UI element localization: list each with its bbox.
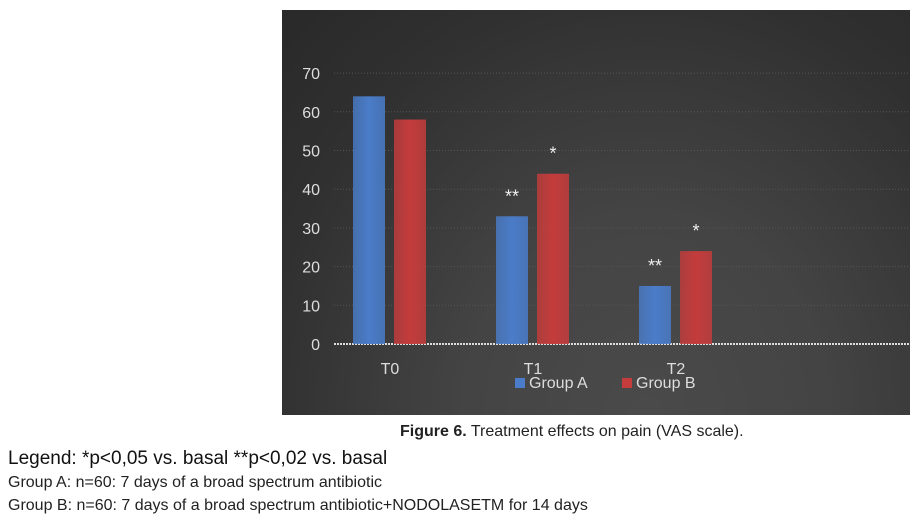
legend-label: Group B bbox=[636, 375, 696, 392]
group-b-description: Group B: n=60: 7 days of a broad spectru… bbox=[8, 497, 588, 514]
x-tick-label: T1 bbox=[524, 361, 543, 378]
bar-group-b-T2 bbox=[680, 251, 712, 344]
x-tick-label: T0 bbox=[381, 361, 400, 378]
caption-label: Figure 6. bbox=[400, 423, 467, 440]
bar-group-a-T1 bbox=[496, 216, 528, 344]
legend-swatch bbox=[515, 378, 525, 388]
y-tick-label: 50 bbox=[302, 144, 320, 161]
significance-marker: ** bbox=[505, 186, 519, 206]
x-tick-label: T2 bbox=[667, 361, 686, 378]
bar-group-a-T2 bbox=[639, 285, 671, 344]
bar-group-a-T0 bbox=[353, 96, 385, 344]
y-tick-label: 40 bbox=[302, 182, 320, 199]
y-tick-label: 20 bbox=[302, 260, 320, 277]
y-tick-label: 70 bbox=[302, 66, 320, 83]
y-tick-label: 10 bbox=[302, 298, 320, 315]
legend-swatch bbox=[622, 378, 632, 388]
bar-group-b-T0 bbox=[394, 119, 426, 344]
significance-marker: * bbox=[549, 144, 556, 164]
y-tick-label: 30 bbox=[302, 221, 320, 238]
caption-text: Treatment effects on pain (VAS scale). bbox=[466, 423, 744, 440]
bar-group-b-T1 bbox=[537, 173, 569, 344]
y-tick-label: 0 bbox=[311, 337, 320, 354]
y-tick-label: 60 bbox=[302, 105, 320, 122]
chart: 0 10 20 30 40 50 60 70 T0 ** * T1 ** * T2 Group A Group … bbox=[282, 10, 910, 415]
legend-label: Group A bbox=[529, 375, 588, 392]
group-a-description: Group A: n=60: 7 days of a broad spectru… bbox=[8, 474, 382, 491]
significance-marker: * bbox=[692, 221, 699, 241]
figure-caption: Figure 6. Treatment effects on pain (VAS… bbox=[400, 423, 744, 441]
significance-marker: ** bbox=[648, 256, 662, 276]
significance-legend: Legend: *p<0,05 vs. basal **p<0,02 vs. b… bbox=[8, 448, 388, 469]
